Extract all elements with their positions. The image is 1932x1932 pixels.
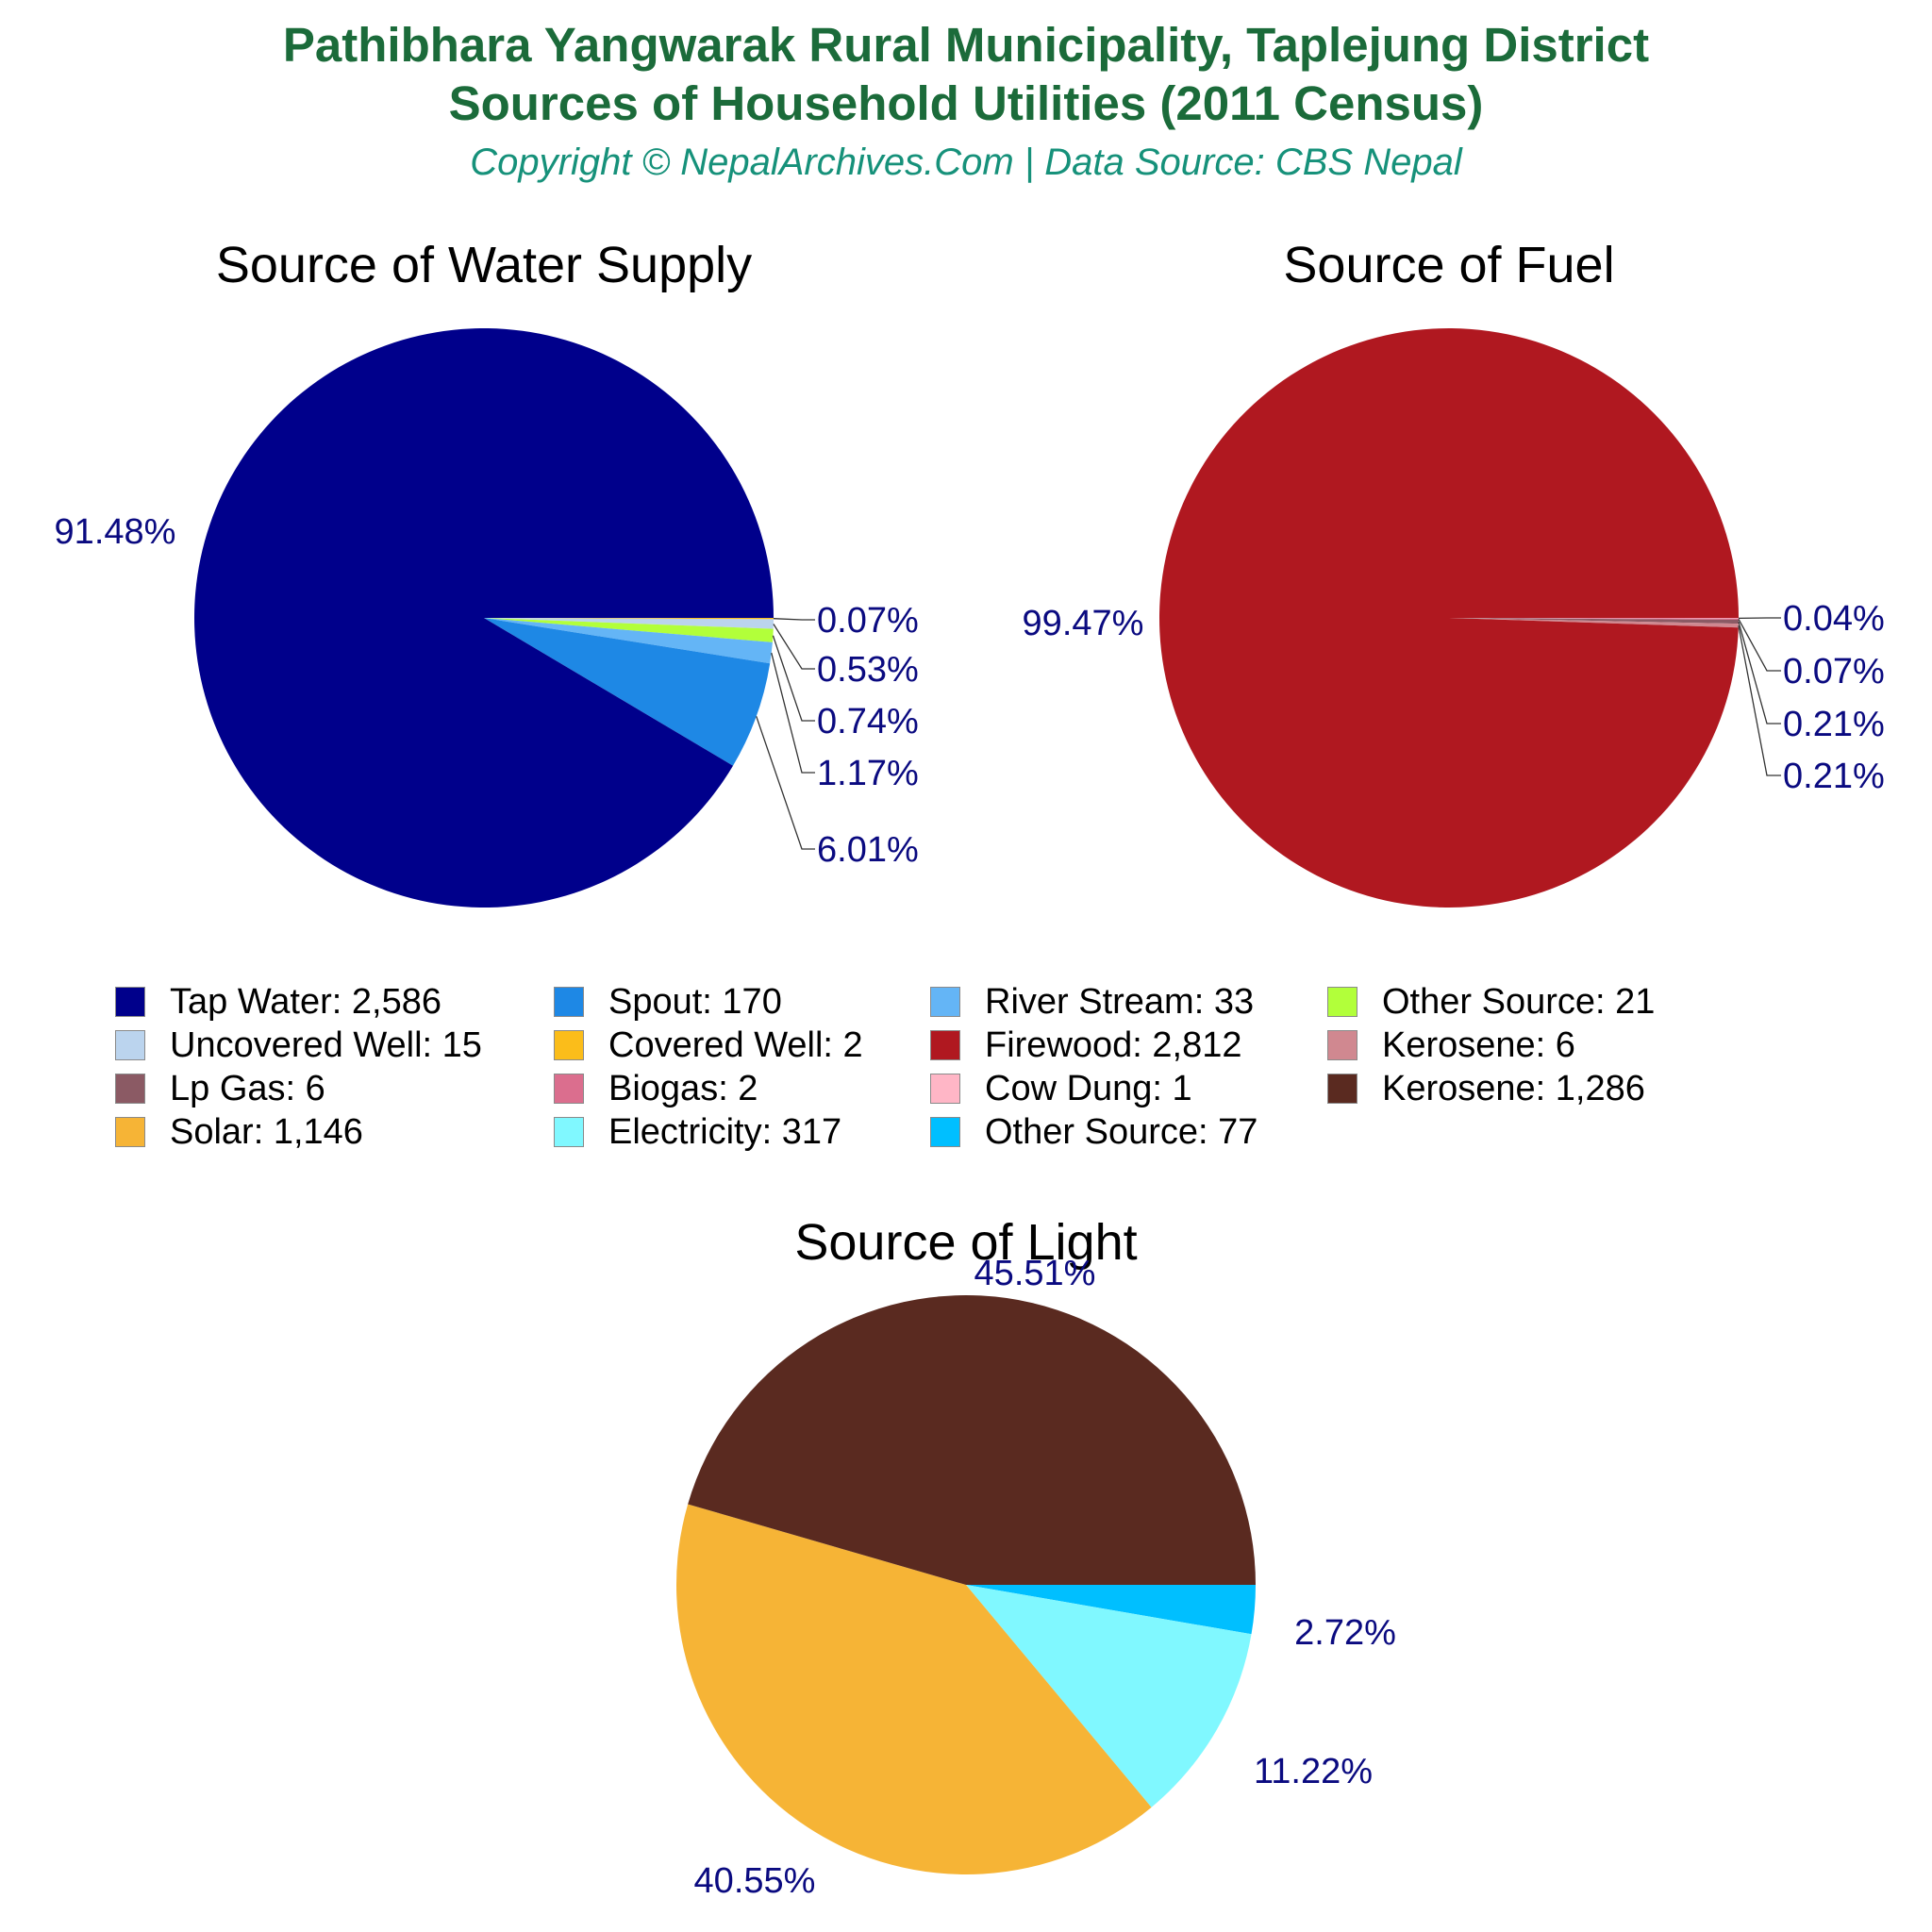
- legend-item: Other Source: 21: [1327, 982, 1656, 1022]
- pie-slice-firewood: [1158, 328, 1739, 908]
- pie-slice-tap-water: [193, 328, 774, 908]
- legend-item: River Stream: 33: [930, 982, 1255, 1022]
- legend-swatch-icon: [115, 987, 145, 1017]
- legend-swatch-icon: [930, 1117, 960, 1147]
- legend-swatch-icon: [1327, 987, 1357, 1017]
- legend-item: Cow Dung: 1: [930, 1069, 1192, 1108]
- legend-label: Kerosene: 1,286: [1382, 1069, 1645, 1108]
- legend-item: Uncovered Well: 15: [115, 1025, 482, 1065]
- water-chart-title: Source of Water Supply: [215, 237, 753, 293]
- pie-slice-uncovered-well: [484, 618, 774, 629]
- legend-swatch-icon: [930, 1074, 960, 1104]
- legend-swatch-icon: [554, 1074, 584, 1104]
- fuel-percent-label: 0.04%: [1783, 599, 1885, 639]
- legend-item: Lp Gas: 6: [115, 1069, 325, 1108]
- fuel-percent-label: 0.21%: [1783, 757, 1885, 796]
- water-percent-label: 0.07%: [817, 601, 919, 641]
- legend-swatch-icon: [1327, 1030, 1357, 1060]
- water-percent-label: 0.74%: [817, 702, 919, 741]
- legend-swatch-icon: [1327, 1074, 1357, 1104]
- legend-item: Spout: 170: [554, 982, 782, 1022]
- light-percent-label: 45.51%: [974, 1254, 1096, 1293]
- light-percent-label: 11.22%: [1254, 1752, 1373, 1791]
- legend-label: Kerosene: 6: [1382, 1025, 1575, 1065]
- legend-swatch-icon: [554, 1030, 584, 1060]
- pie-slice-solar: [675, 1504, 1152, 1874]
- legend-label: Other Source: 21: [1382, 982, 1656, 1022]
- legend-item: Biogas: 2: [554, 1069, 758, 1108]
- legend-item: Covered Well: 2: [554, 1025, 863, 1065]
- pie-slice-lp-gas: [1449, 618, 1739, 625]
- water-supply-pie: [193, 328, 774, 908]
- pie-slice-kerosene: [1449, 618, 1739, 628]
- legend-swatch-icon: [115, 1117, 145, 1147]
- pie-slice-cow-dung: [1449, 618, 1739, 619]
- pie-slice-spout: [484, 618, 771, 766]
- legend-swatch-icon: [115, 1074, 145, 1104]
- water-percent-label: 0.53%: [817, 650, 919, 690]
- legend-item: Tap Water: 2,586: [115, 982, 441, 1022]
- pie-slice-other-source: [484, 618, 774, 642]
- water-percent-label: 1.17%: [817, 754, 919, 793]
- legend-label: Uncovered Well: 15: [170, 1025, 482, 1065]
- pie-slice-river-stream: [484, 618, 773, 664]
- legend-swatch-icon: [554, 1117, 584, 1147]
- percent-labels: 0.07% 0.53% 0.74% 1.17% 6.01% 91.48% 0.04% 0.07…: [55, 512, 1885, 1901]
- pie-slice-other-source: [966, 1585, 1256, 1635]
- fuel-pie: [1158, 328, 1739, 908]
- water-percent-label: 91.48%: [55, 512, 176, 552]
- legend-label: Solar: 1,146: [170, 1112, 363, 1152]
- legend-label: Tap Water: 2,586: [170, 982, 441, 1022]
- legend-label: Firewood: 2,812: [985, 1025, 1242, 1065]
- legend-label: Other Source: 77: [985, 1112, 1258, 1152]
- fuel-percent-label: 99.47%: [1023, 604, 1144, 643]
- water-percent-label: 6.01%: [817, 830, 919, 870]
- legend-item: Kerosene: 1,286: [1327, 1069, 1645, 1108]
- light-pie: [675, 1295, 1256, 1874]
- chart-title-line1: Pathibhara Yangwarak Rural Municipality,…: [282, 18, 1650, 72]
- legend-label: Biogas: 2: [608, 1069, 758, 1108]
- legend-label: Electricity: 317: [608, 1112, 842, 1152]
- pie-slice-biogas: [1449, 618, 1739, 621]
- copyright-text: Copyright © NepalArchives.Com | Data Sou…: [470, 142, 1462, 183]
- pie-slice-kerosene: [688, 1295, 1256, 1585]
- legend-item: Kerosene: 6: [1327, 1025, 1575, 1065]
- light-percent-label: 2.72%: [1294, 1613, 1396, 1653]
- legend-item: Electricity: 317: [554, 1112, 842, 1152]
- legend-label: Covered Well: 2: [608, 1025, 863, 1065]
- light-percent-label: 40.55%: [694, 1861, 816, 1901]
- legend-item: Firewood: 2,812: [930, 1025, 1242, 1065]
- legend-swatch-icon: [115, 1030, 145, 1060]
- legend-label: Lp Gas: 6: [170, 1069, 325, 1108]
- pie-slice-electricity: [966, 1585, 1252, 1807]
- legend-label: Cow Dung: 1: [985, 1069, 1192, 1108]
- chart-title-line2: Sources of Household Utilities (2011 Cen…: [448, 76, 1484, 130]
- legend-swatch-icon: [554, 987, 584, 1017]
- legend-label: Spout: 170: [608, 982, 782, 1022]
- legend-label: River Stream: 33: [985, 982, 1255, 1022]
- pie-slice-covered-well: [484, 618, 774, 620]
- legend-swatch-icon: [930, 1030, 960, 1060]
- fuel-chart-title: Source of Fuel: [1283, 237, 1615, 293]
- light-chart-title: Source of Light: [794, 1214, 1138, 1271]
- legend-swatch-icon: [930, 987, 960, 1017]
- legend-item: Solar: 1,146: [115, 1112, 363, 1152]
- legend-item: Other Source: 77: [930, 1112, 1258, 1152]
- fuel-percent-label: 0.07%: [1783, 652, 1885, 691]
- fuel-percent-label: 0.21%: [1783, 705, 1885, 744]
